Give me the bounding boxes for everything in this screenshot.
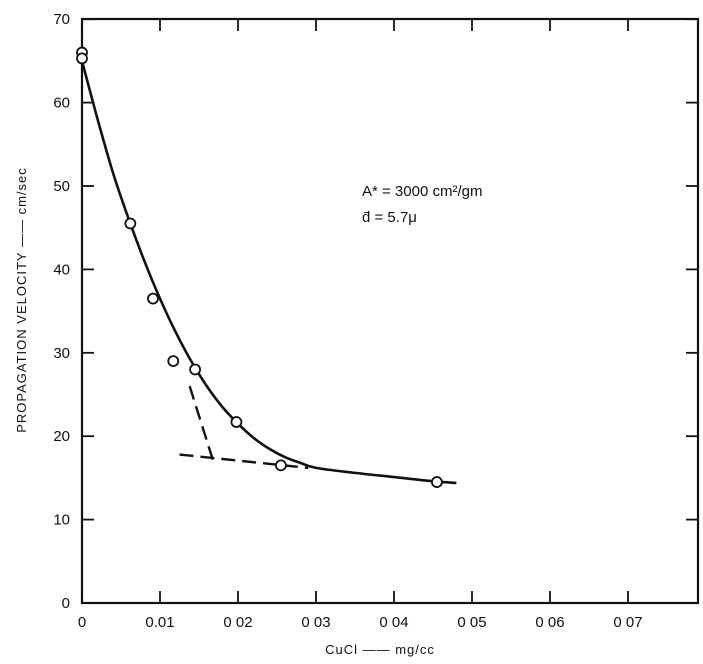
- axis-ticks: [81, 18, 698, 604]
- data-point: [189, 363, 202, 376]
- annotation-mean-diameter: d̄ = 5.7μ: [362, 209, 417, 226]
- data-point: [147, 292, 159, 305]
- data-point: [167, 355, 180, 368]
- y-tick-label: 60: [53, 95, 70, 112]
- y-tick-label: 20: [53, 428, 70, 445]
- y-tick-label: 0: [62, 595, 70, 612]
- data-point: [274, 459, 287, 472]
- x-tick-label: 0 03: [301, 614, 330, 631]
- data-point: [430, 476, 443, 488]
- x-tick-label: 0 06: [535, 614, 564, 631]
- data-points: [76, 46, 443, 488]
- series-lines: [80, 60, 457, 485]
- x-tick-label: 0 05: [457, 614, 486, 631]
- y-tick-label: 50: [53, 178, 70, 195]
- data-point: [76, 52, 88, 65]
- y-tick-label: 70: [53, 11, 70, 28]
- data-point: [124, 217, 137, 230]
- x-axis-title: CuCl —— mg/cc: [325, 642, 435, 657]
- y-tick-label: 40: [53, 261, 70, 278]
- x-tick-label: 0 02: [223, 614, 252, 631]
- x-tick-labels: 0 0.01 0 02 0 03 0 04 0 05 0 06 0 07: [78, 614, 643, 631]
- x-tick-label: 0 07: [613, 614, 642, 631]
- y-tick-label: 30: [53, 345, 70, 362]
- dashed-tangent-line: [179, 453, 309, 470]
- dashed-tangent-line: [188, 385, 216, 466]
- x-tick-label: 0 04: [379, 614, 408, 631]
- fitted-curve: [80, 60, 457, 485]
- plot-frame: [80, 17, 700, 605]
- data-point: [230, 416, 243, 428]
- annotation-specific-area: A* = 3000 cm²/gm: [362, 183, 482, 200]
- y-tick-labels: 0 10 20 30 40 50 60 70: [53, 11, 70, 612]
- y-axis-title: PROPAGATION VELOCITY —— cm/sec: [14, 167, 29, 433]
- x-tick-label: 0: [78, 614, 86, 631]
- x-tick-label: 0.01: [145, 614, 174, 631]
- y-tick-label: 10: [53, 512, 70, 529]
